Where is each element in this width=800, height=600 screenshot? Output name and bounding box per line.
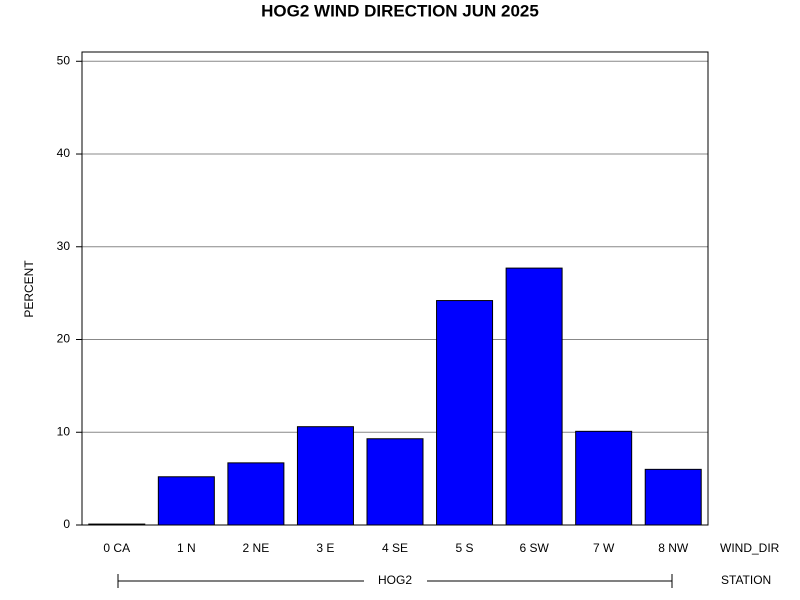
bar <box>366 438 424 526</box>
bar <box>296 426 354 526</box>
y-axis-label: PERCENT <box>22 260 36 318</box>
x-tick-label: 2 NE <box>243 541 270 555</box>
x-tick-label: 7 W <box>593 541 615 555</box>
bar <box>227 462 285 526</box>
x-tick-label: 0 CA <box>103 541 130 555</box>
x-tick-label: 5 S <box>456 541 474 555</box>
plot-frame <box>81 51 709 526</box>
chart-title: HOG2 WIND DIRECTION JUN 2025 <box>261 1 539 20</box>
y-tick-label: 10 <box>57 424 71 438</box>
y-tick-label: 40 <box>57 146 71 160</box>
x-tick-label: 3 E <box>316 541 334 555</box>
group-axis-label: STATION <box>721 573 771 587</box>
x-tick-label: 8 NW <box>658 541 689 555</box>
y-tick-label: 30 <box>57 239 71 253</box>
y-tick-label: 0 <box>63 517 70 531</box>
bar <box>644 468 702 526</box>
x-axis-label: WIND_DIR <box>720 541 780 555</box>
y-tick-label: 20 <box>57 332 71 346</box>
x-tick-label: 4 SE <box>382 541 408 555</box>
y-tick-label: 50 <box>57 53 71 67</box>
bar <box>575 430 633 526</box>
group-label: HOG2 <box>378 573 412 587</box>
bar <box>436 300 494 526</box>
bar <box>505 267 563 526</box>
x-tick-label: 1 N <box>177 541 196 555</box>
bar <box>157 476 215 526</box>
x-tick-label: 6 SW <box>519 541 549 555</box>
